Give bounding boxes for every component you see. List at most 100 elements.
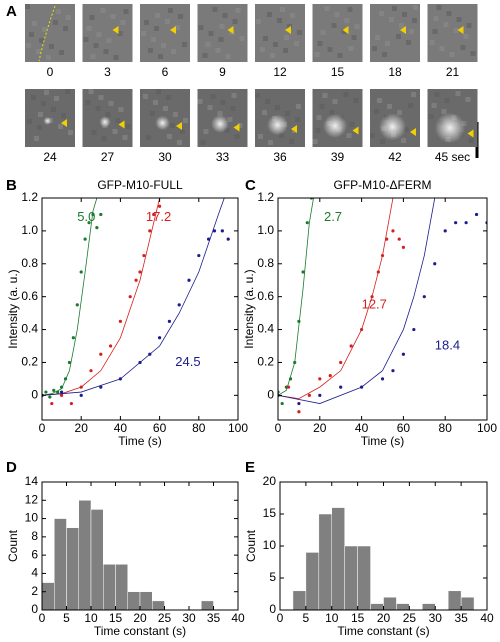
noise [197,99,203,104]
data-point [134,278,138,282]
fluorescence-spot [43,116,52,125]
arrowhead [467,129,474,138]
data-point [380,253,385,258]
data-point [109,344,113,348]
data-point [79,270,83,274]
noise [161,43,166,48]
frame-label: 12 [273,65,287,79]
noise [466,23,472,28]
data-point [79,393,83,397]
noise [183,118,188,123]
noise [463,34,469,39]
noise [68,130,73,135]
noise [59,50,64,55]
noise [280,7,285,12]
noise [258,134,263,139]
data-point [307,393,311,397]
noise [171,49,176,54]
noise [401,138,406,143]
noise [207,105,213,110]
frame-label: 9 [219,65,226,79]
noise [110,14,116,19]
noise [34,136,39,141]
noise [279,133,284,138]
data-point [69,401,73,406]
noise [387,104,392,109]
noise [63,26,68,31]
data-point [95,226,99,230]
noise [222,13,228,18]
noise [231,93,237,98]
curve-label: 12.7 [362,296,387,311]
frame-label: 30 [158,150,172,164]
noise [112,129,118,134]
noise [374,109,379,114]
noise [320,30,326,35]
noise [324,6,330,11]
bar [115,564,128,610]
fluorescence-spot [434,112,466,144]
y-tick-label: 0.6 [257,289,274,303]
noise [334,12,340,17]
data-point [79,385,83,389]
x-tick-label: 20 [75,421,89,435]
noise [215,48,221,53]
x-axis-title: Time (s) [361,434,405,448]
data-point [280,401,284,406]
data-point [187,278,191,282]
noise [284,35,289,40]
noise [285,111,290,116]
noise [295,117,300,122]
noise [412,18,417,23]
fluorescence-spot [323,113,347,138]
noise [449,52,455,57]
data-point [391,369,395,373]
noise [453,28,459,33]
noise [83,37,89,42]
noise [297,30,302,35]
x-tick-label: 25 [403,611,417,625]
noise [353,98,359,103]
noise [332,99,338,104]
arrowhead [352,126,359,135]
fit-line [42,198,160,396]
noise [101,136,107,141]
noise [218,37,224,42]
y-axis-title: Intensity (a. u.) [6,269,20,348]
data-point [91,212,95,217]
x-tick-label: 40 [231,611,245,625]
noise [203,129,209,134]
noise [433,16,439,21]
data-point [305,221,309,225]
noise [95,106,101,111]
frame-label: 33 [216,150,230,164]
bar [54,518,67,610]
data-point [220,229,224,233]
data-point [50,401,54,406]
noise [354,24,360,29]
data-point [474,212,479,217]
noise [265,99,270,104]
image-tile [255,4,305,62]
x-tick-label: 30 [182,611,196,625]
noise [456,17,462,22]
noise [44,90,49,95]
noise [344,18,350,23]
noise [277,18,282,23]
noise [120,20,126,25]
fit-line [278,198,314,396]
noise [90,54,96,59]
y-tick-label: 0.2 [21,355,38,369]
data-point [60,385,64,389]
bar [127,591,141,610]
noise [49,44,54,49]
data-point [99,212,103,217]
noise [349,122,355,127]
x-tick-label: 20 [313,421,327,435]
bar [357,545,371,610]
noise [411,92,416,97]
noise [123,9,129,14]
bar [201,600,214,610]
plot-area [292,507,475,610]
y-axis-title: Count [244,529,258,562]
